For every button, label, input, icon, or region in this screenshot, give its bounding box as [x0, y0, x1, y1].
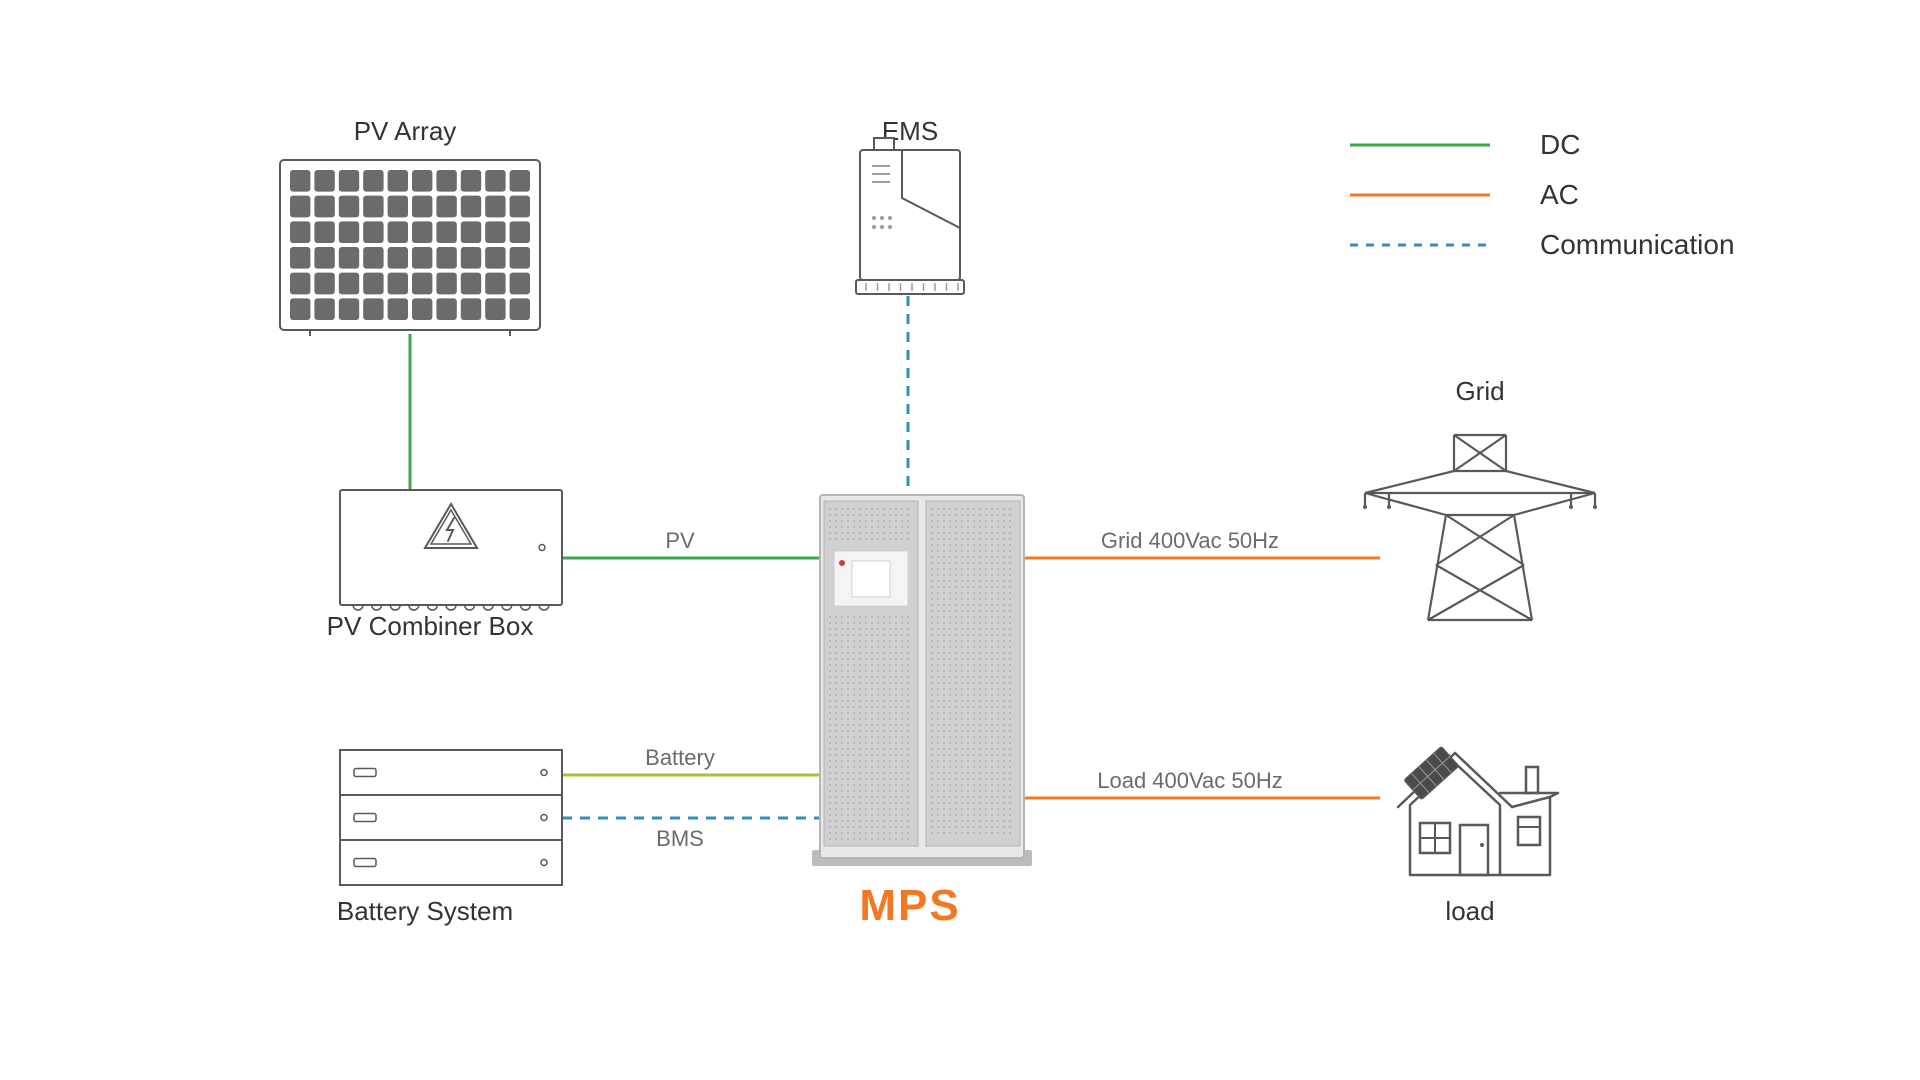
svg-text:DC: DC: [1540, 129, 1580, 160]
mps-cabinet: MPS: [812, 495, 1032, 930]
svg-text:PV Array: PV Array: [354, 116, 457, 146]
grid-tower: Grid: [1363, 376, 1597, 620]
battery-system: Battery System: [337, 750, 562, 926]
load-house: load: [1398, 747, 1558, 926]
svg-text:Load 400Vac 50Hz: Load 400Vac 50Hz: [1097, 768, 1283, 793]
legend: DC AC Communication: [1350, 129, 1735, 260]
edge-mps-to-grid: Grid 400Vac 50Hz: [1024, 528, 1380, 558]
edge-combiner-to-mps: PV: [562, 528, 820, 558]
system-diagram: DC AC Communication PV Battery BMS Grid 400Vac…: [0, 0, 1920, 1080]
edge-bms-to-mps: BMS: [562, 818, 820, 851]
svg-text:Battery: Battery: [645, 745, 715, 770]
edge-battery-to-mps: Battery: [562, 745, 820, 775]
edge-mps-to-load: Load 400Vac 50Hz: [1024, 768, 1380, 798]
mps-label: MPS: [859, 881, 960, 930]
svg-text:Grid: Grid: [1455, 376, 1504, 406]
svg-text:AC: AC: [1540, 179, 1579, 210]
svg-text:Communication: Communication: [1540, 229, 1735, 260]
svg-text:PV: PV: [665, 528, 695, 553]
svg-text:Battery System: Battery System: [337, 896, 513, 926]
svg-text:load: load: [1445, 896, 1494, 926]
svg-text:BMS: BMS: [656, 826, 704, 851]
pv-array: PV Array: [280, 116, 540, 336]
ems-device: EMS: [856, 116, 964, 294]
pv-combiner-box: PV Combiner Box: [327, 490, 562, 641]
svg-text:PV Combiner Box: PV Combiner Box: [327, 611, 534, 641]
svg-text:Grid 400Vac 50Hz: Grid 400Vac 50Hz: [1101, 528, 1279, 553]
